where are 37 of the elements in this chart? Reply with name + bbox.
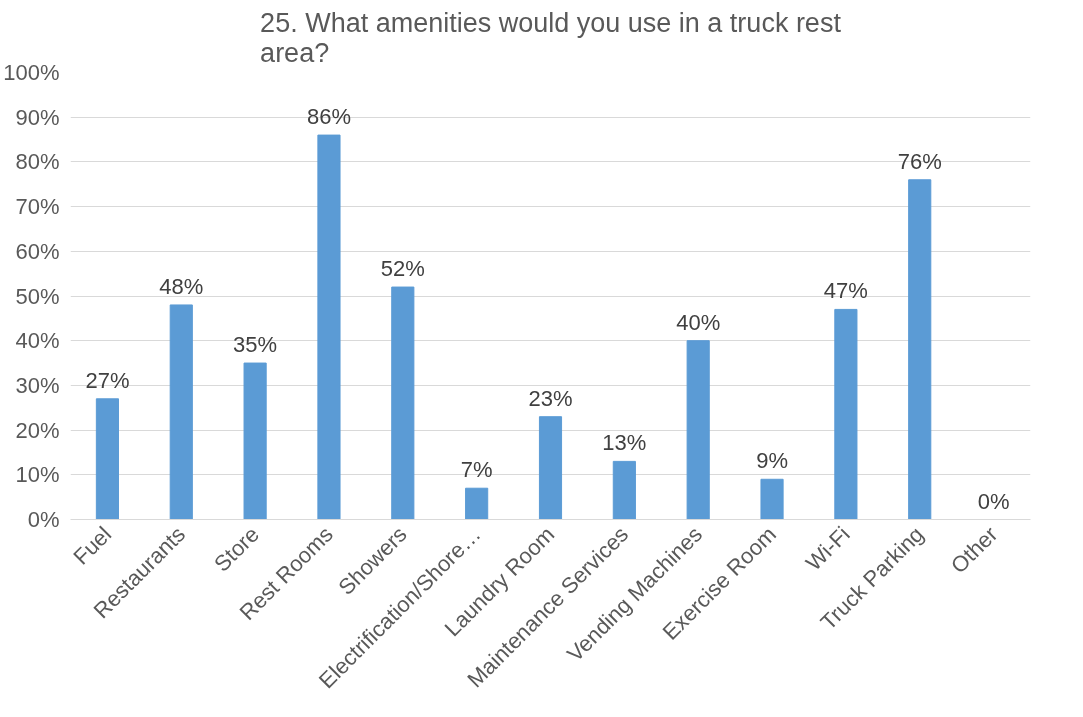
bar: [760, 478, 784, 520]
bar: [95, 398, 119, 520]
y-tick-label: 60%: [15, 238, 60, 264]
y-tick-label: 0%: [27, 507, 60, 532]
y-tick-label: 50%: [15, 283, 60, 309]
data-label: 13%: [602, 430, 647, 456]
data-label: 35%: [233, 332, 278, 358]
data-label: 0%: [977, 488, 1010, 514]
data-label: 40%: [676, 309, 721, 335]
bar: [169, 304, 193, 520]
bar: [465, 487, 489, 520]
y-tick-label: 30%: [15, 372, 60, 398]
bar: [686, 340, 710, 520]
data-label: 86%: [306, 104, 351, 130]
y-tick-label: 90%: [15, 104, 60, 130]
y-tick-label: 40%: [15, 328, 60, 354]
bar: [391, 286, 415, 520]
bar: [317, 134, 341, 520]
data-label: 52%: [380, 256, 425, 282]
y-tick-label: 80%: [15, 149, 60, 175]
data-label: 48%: [159, 273, 204, 299]
data-label: 7%: [460, 457, 493, 483]
data-label: 47%: [823, 278, 868, 304]
data-label: 27%: [85, 367, 130, 393]
bar: [538, 416, 563, 520]
bar: [243, 362, 267, 520]
chart-title: 25. What amenities would you use in a truck rest area?: [260, 7, 842, 68]
data-label: 9%: [756, 448, 788, 474]
bar: [834, 308, 858, 520]
y-tick-label: 10%: [15, 462, 60, 488]
data-label: 76%: [897, 148, 942, 174]
y-tick-label: 20%: [15, 417, 60, 443]
data-label: 23%: [528, 385, 573, 411]
y-tick-label: 100%: [3, 60, 60, 85]
y-tick-label: 70%: [15, 194, 60, 220]
bar: [908, 179, 932, 520]
bar: [612, 460, 636, 520]
